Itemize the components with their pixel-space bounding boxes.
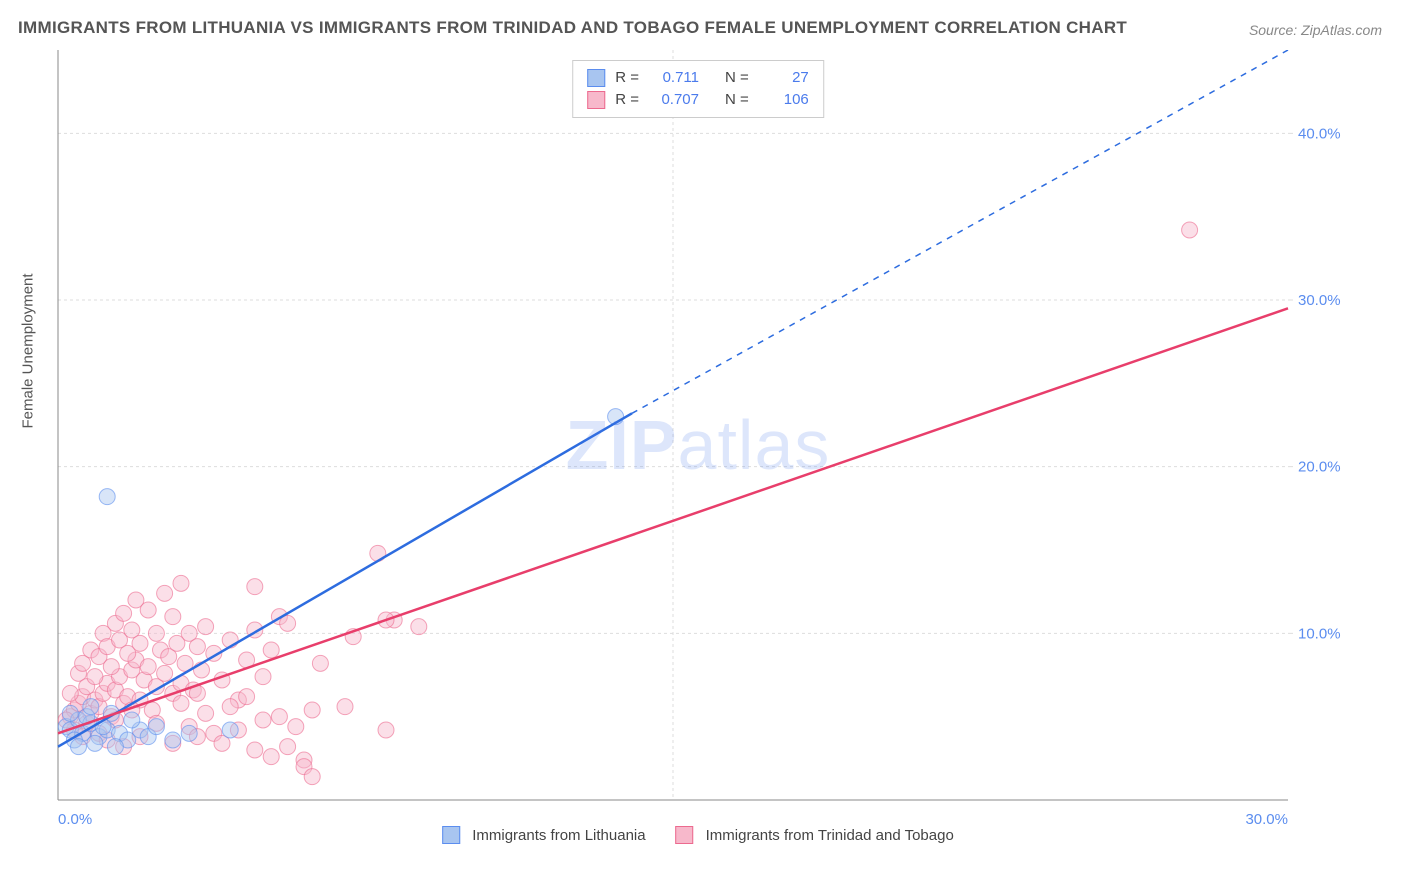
- legend-series-item: Immigrants from Lithuania: [442, 826, 645, 844]
- source-attribution: Source: ZipAtlas.com: [1249, 22, 1382, 38]
- svg-text:30.0%: 30.0%: [1245, 811, 1288, 828]
- legend-stat-row: R = 0.711N = 27: [587, 67, 809, 89]
- legend-swatch: [442, 826, 460, 844]
- legend-swatch: [676, 826, 694, 844]
- legend-series-item: Immigrants from Trinidad and Tobago: [676, 826, 954, 844]
- chart-title: IMMIGRANTS FROM LITHUANIA VS IMMIGRANTS …: [18, 18, 1127, 38]
- scatter-plot: 10.0% 20.0% 30.0% 40.0% 0.0% 30.0%: [48, 50, 1348, 840]
- y-axis-label: Female Unemployment: [20, 273, 37, 428]
- svg-text:30.0%: 30.0%: [1298, 292, 1341, 309]
- svg-text:40.0%: 40.0%: [1298, 125, 1341, 142]
- chart-area: Female Unemployment 10.0%20.0%30.0%40.0%…: [48, 50, 1348, 840]
- svg-text:0.0%: 0.0%: [58, 811, 92, 828]
- legend-swatch: [587, 69, 605, 87]
- legend-swatch: [587, 91, 605, 109]
- legend-stats: R = 0.711N = 27R = 0.707N = 106: [572, 60, 824, 118]
- svg-text:20.0%: 20.0%: [1298, 459, 1341, 476]
- legend-series: Immigrants from Lithuania Immigrants from…: [442, 826, 954, 844]
- svg-text:10.0%: 10.0%: [1298, 625, 1341, 642]
- legend-stat-row: R = 0.707N = 106: [587, 89, 809, 111]
